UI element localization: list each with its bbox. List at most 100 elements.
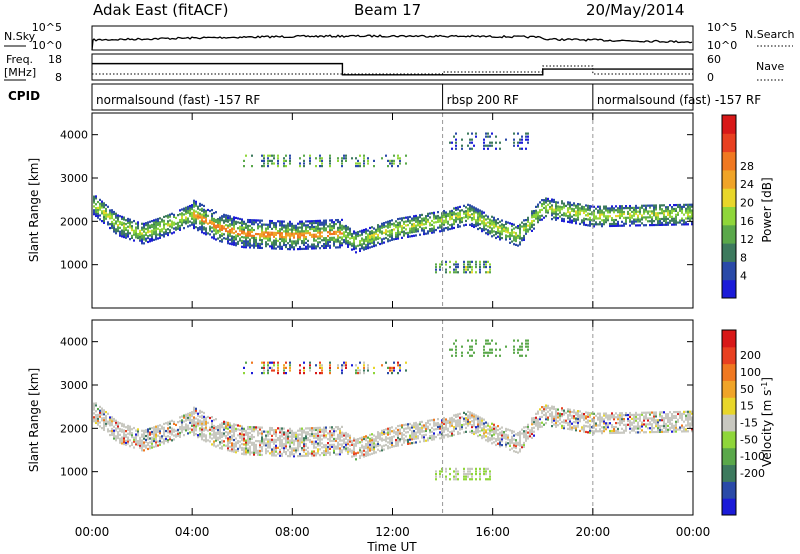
velocity-cell xyxy=(525,433,527,436)
velocity-cell xyxy=(167,438,169,442)
velocity-cell xyxy=(421,426,423,429)
velocity-cell xyxy=(321,428,323,431)
power-cell xyxy=(475,224,477,228)
power-cell xyxy=(297,226,299,229)
velocity-cell xyxy=(335,439,337,442)
power-cell xyxy=(311,222,313,225)
power-cell xyxy=(301,222,303,225)
velocity-cell xyxy=(509,448,511,451)
velocity-cell xyxy=(573,424,575,428)
power-cell xyxy=(275,222,277,225)
velocity-cell xyxy=(399,432,401,435)
velocity-cell xyxy=(289,431,291,434)
velocity-cell xyxy=(349,434,351,437)
power-cell xyxy=(431,223,433,226)
power-cell xyxy=(501,219,503,222)
power-cell xyxy=(593,219,595,222)
velocity-cell xyxy=(471,425,473,429)
power-cell xyxy=(513,138,515,141)
power-cell xyxy=(215,218,217,222)
power-cell xyxy=(233,226,235,229)
power-cell xyxy=(147,227,149,230)
power-cell xyxy=(533,219,535,222)
velocity-cell xyxy=(123,437,125,440)
power-cell xyxy=(311,223,313,227)
velocity-cell xyxy=(301,437,303,440)
velocity-cell xyxy=(377,444,379,447)
power-cell xyxy=(397,217,399,221)
power-cell xyxy=(587,208,589,211)
power-cell xyxy=(159,225,161,228)
velocity-cell xyxy=(327,438,329,441)
power-cell xyxy=(337,157,339,160)
power-cell xyxy=(159,221,161,224)
power-cell xyxy=(123,226,125,229)
power-cell xyxy=(605,221,607,224)
power-cell xyxy=(305,232,307,235)
power-cell xyxy=(137,227,139,230)
power-cell xyxy=(391,230,393,234)
velocity-cell xyxy=(599,428,601,431)
power-cell xyxy=(395,226,397,229)
power-cell xyxy=(241,235,243,239)
velocity-cell xyxy=(345,435,347,438)
power-cell xyxy=(657,212,659,215)
velocity-cell xyxy=(517,441,519,444)
power-cell xyxy=(193,213,195,216)
power-cell xyxy=(445,213,447,216)
power-cell xyxy=(247,224,249,227)
velocity-cell xyxy=(459,422,461,425)
velocity-cell xyxy=(259,426,261,429)
velocity-cell xyxy=(233,423,235,426)
velocity-cell xyxy=(427,421,429,424)
power-cell xyxy=(441,214,443,217)
velocity-cell xyxy=(359,454,361,458)
power-cell xyxy=(341,226,343,229)
power-cell xyxy=(477,220,479,223)
power-cell xyxy=(485,218,487,221)
power-cell xyxy=(253,234,255,237)
power-cell xyxy=(451,225,453,228)
power-cell xyxy=(349,227,351,230)
nave-label: Nave xyxy=(756,60,784,73)
velocity-cell xyxy=(563,411,565,414)
power-cell xyxy=(661,208,663,211)
velocity-cell xyxy=(475,416,477,419)
velocity-cell xyxy=(353,437,355,440)
power-cell xyxy=(493,222,495,225)
power-cell xyxy=(307,220,309,223)
power-cell xyxy=(291,226,293,229)
power-cell xyxy=(651,210,653,213)
velocity-cell xyxy=(441,423,443,426)
velocity-cell xyxy=(341,369,343,372)
power-cell xyxy=(339,246,341,249)
power-cell xyxy=(303,239,305,243)
y-tick-label: 4000 xyxy=(60,129,88,142)
power-cell xyxy=(619,205,621,208)
power-cell xyxy=(467,217,469,220)
power-cell xyxy=(233,237,235,240)
velocity-cell xyxy=(575,419,577,422)
velocity-cell xyxy=(167,440,169,444)
velocity-cell xyxy=(297,435,299,438)
power-cell xyxy=(351,157,353,160)
power-cell xyxy=(601,219,603,222)
power-cell xyxy=(365,228,367,231)
velocity-cell xyxy=(133,436,135,439)
velocity-cell xyxy=(463,472,465,476)
power-cell xyxy=(467,209,469,212)
power-cell xyxy=(473,206,475,209)
power-cell xyxy=(269,237,271,240)
velocity-cell xyxy=(229,437,231,441)
power-cell xyxy=(287,222,289,225)
velocity-cell xyxy=(431,419,433,422)
velocity-cell xyxy=(241,433,243,436)
velocity-cell xyxy=(395,438,397,442)
power-cell xyxy=(93,199,95,202)
power-cell xyxy=(357,232,359,236)
power-cell xyxy=(197,207,199,210)
velocity-cell xyxy=(185,415,187,418)
power-cell xyxy=(659,212,661,215)
power-cell xyxy=(523,236,525,240)
power-cell xyxy=(443,227,445,230)
